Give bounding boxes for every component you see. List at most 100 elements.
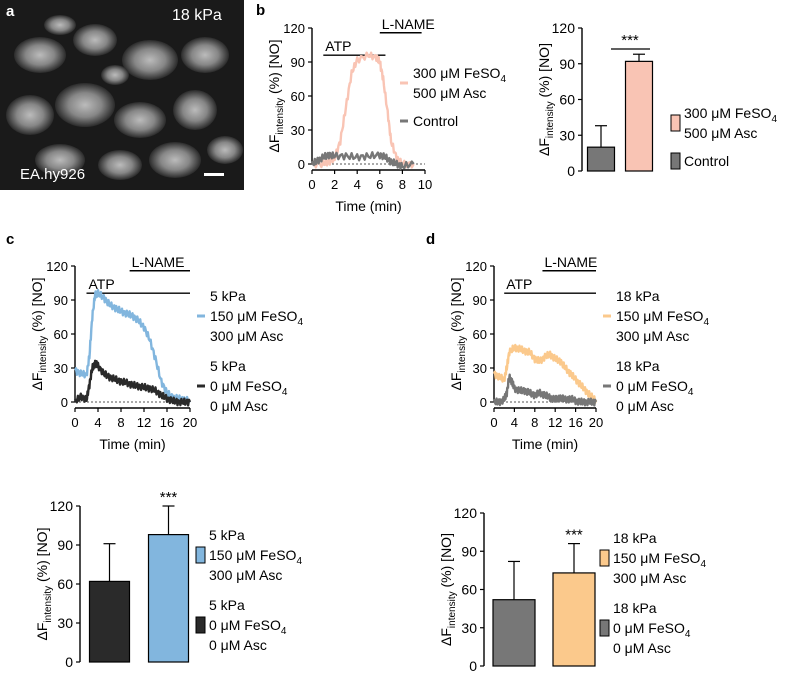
y-tick-label: 60 — [57, 576, 73, 592]
y-tick-label: 30 — [57, 615, 73, 631]
y-tick-label: 60 — [473, 327, 487, 342]
legend-label: 0 μM Asc — [209, 637, 267, 653]
legend-label: 0 μM FeSO4 — [613, 620, 691, 640]
legend-label: 150 μM FeSO4 — [210, 308, 303, 328]
y-tick-label: 120 — [50, 498, 74, 514]
legend-swatch — [670, 152, 681, 170]
significance-marker: *** — [621, 32, 639, 49]
bar-0 — [586, 146, 616, 172]
y-axis-label: ΔFintensity (%) [NO] — [29, 278, 49, 391]
panel-letter-b: b — [256, 2, 266, 19]
y-tick-label: 60 — [54, 327, 68, 342]
legend-label: 18 kPa — [616, 288, 660, 304]
legend-label: 150 μM FeSO4 — [613, 550, 706, 570]
chart-c-bar: 0 30 60 90 120 *** ΔFintensity (%) [NO] 5 kPa 15… — [34, 489, 302, 670]
y-tick-label: 0 — [480, 395, 487, 410]
y-tick-label: 90 — [57, 537, 73, 553]
y-axis-label: ΔFintensity (%) [NO] — [536, 43, 556, 156]
series-line-0 — [492, 343, 598, 404]
x-tick-label: 12 — [137, 415, 151, 430]
legend-label: 500 μM Asc — [413, 85, 486, 101]
x-axis-label: Time (min) — [99, 436, 165, 452]
y-tick-label: 120 — [454, 505, 478, 521]
bar-0 — [88, 580, 131, 663]
x-tick-label: 10 — [418, 177, 432, 192]
y-axis-label: ΔFintensity (%) [NO] — [266, 40, 286, 153]
series-line-1 — [310, 151, 415, 171]
atp-label: ATP — [325, 38, 351, 54]
panel-letter-a: a — [6, 3, 15, 20]
y-tick-label: 90 — [54, 293, 68, 308]
bar-0 — [492, 599, 536, 667]
legend-swatch — [599, 549, 610, 567]
legend-label: 18 kPa — [616, 358, 660, 374]
y-axis-label: ΔFintensity (%) [NO] — [438, 533, 458, 646]
chart-d-bar: 0 30 60 90 120 *** ΔFintensity (%) [NO] 18 kPa 1… — [438, 505, 706, 674]
y-tick-label: 60 — [291, 89, 305, 104]
x-tick-label: 20 — [183, 415, 197, 430]
y-tick-label: 90 — [461, 543, 477, 559]
x-tick-label: 8 — [531, 415, 538, 430]
y-tick-label: 90 — [559, 56, 575, 72]
significance-marker: *** — [565, 527, 583, 544]
y-tick-label: 30 — [559, 127, 575, 143]
y-tick-label: 0 — [61, 395, 68, 410]
legend-label: 0 μM FeSO4 — [616, 378, 694, 398]
atp-label: ATP — [89, 276, 115, 292]
bar-1 — [147, 533, 190, 663]
y-tick-label: 30 — [54, 361, 68, 376]
legend-label: Control — [684, 153, 729, 169]
legend-label: 150 μM FeSO4 — [616, 308, 709, 328]
y-tick-label: 0 — [65, 654, 73, 670]
chart-c-trace: 0 30 60 90 120 0 4 8 12 16 20 Time (min) ATP L-NAME ΔF… — [29, 254, 303, 452]
x-tick-label: 0 — [308, 177, 315, 192]
x-tick-label: 16 — [160, 415, 174, 430]
y-tick-label: 30 — [473, 361, 487, 376]
panel-letter-c: c — [6, 231, 15, 248]
y-tick-label: 60 — [461, 582, 477, 598]
legend-label: 300 μM Asc — [210, 328, 283, 344]
legend-label: 300 μM Asc — [209, 567, 282, 583]
y-tick-label: 90 — [473, 293, 487, 308]
x-tick-label: 0 — [71, 415, 78, 430]
panel-letter-d: d — [426, 231, 436, 248]
micrograph-panel: a 18 kPa EA.hy926 — [0, 0, 244, 190]
legend-label: 0 μM FeSO4 — [210, 378, 288, 398]
legend-label: 500 μM Asc — [684, 125, 757, 141]
lname-label: L-NAME — [132, 254, 185, 270]
lname-label: L-NAME — [382, 16, 435, 32]
scale-bar-icon — [204, 173, 224, 176]
y-tick-label: 0 — [298, 157, 305, 172]
atp-label: ATP — [506, 276, 532, 292]
bar-1 — [624, 60, 654, 172]
y-tick-label: 120 — [46, 259, 68, 274]
x-tick-label: 8 — [117, 415, 124, 430]
legend-swatch — [195, 546, 206, 564]
x-tick-label: 20 — [589, 415, 603, 430]
legend-label: 0 μM Asc — [210, 398, 268, 414]
y-tick-label: 30 — [291, 123, 305, 138]
x-tick-label: 16 — [568, 415, 582, 430]
legend-swatch — [670, 114, 681, 132]
y-tick-label: 120 — [465, 259, 487, 274]
legend-label: 300 μM Asc — [613, 570, 686, 586]
chart-b-trace: 0 30 60 90 120 0 2 4 6 8 10 Time (min) ATP L-NAME ΔFin… — [266, 16, 506, 214]
legend-label: 0 μM Asc — [613, 640, 671, 656]
lname-label: L-NAME — [544, 254, 597, 270]
x-axis-label: Time (min) — [512, 436, 578, 452]
bar-1 — [552, 572, 596, 667]
series-line-0 — [73, 288, 191, 405]
legend-label: 300 μM Asc — [616, 328, 689, 344]
cell-line-label: EA.hy926 — [20, 166, 86, 183]
series-line-1 — [73, 359, 192, 407]
x-axis-label: Time (min) — [335, 198, 401, 214]
series-line-1 — [492, 373, 598, 407]
y-axis-label: ΔFintensity (%) [NO] — [34, 528, 54, 641]
legend-label: 18 kPa — [613, 600, 657, 616]
y-axis-label: ΔFintensity (%) [NO] — [448, 278, 468, 391]
micrograph-cells — [6, 15, 243, 180]
legend-label: 0 μM Asc — [616, 398, 674, 414]
significance-marker: *** — [160, 489, 178, 506]
